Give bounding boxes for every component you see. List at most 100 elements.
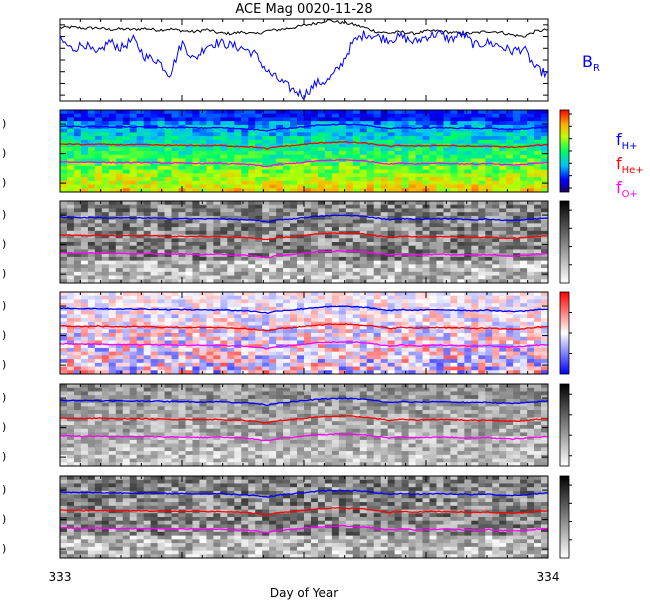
heatmap-cell (101, 169, 110, 174)
heatmap-cell (443, 264, 451, 269)
heatmap-cell (199, 223, 207, 228)
heatmap-cell (227, 132, 235, 137)
heatmap-cell (101, 177, 110, 182)
heatmap-cell (60, 230, 68, 236)
heatmap-cell (220, 253, 228, 258)
heatmap-cell (283, 230, 291, 236)
heatmap-cell (359, 124, 368, 130)
heatmap-cell (101, 359, 110, 364)
heatmap-cell (415, 227, 424, 232)
heatmap-cell (443, 256, 451, 262)
heatmap-cell (331, 245, 340, 250)
heatmap-cell (241, 143, 249, 148)
heatmap-cell (136, 366, 145, 371)
heatmap-cell (143, 253, 152, 258)
heatmap-cell (129, 271, 138, 277)
heatmap-cell (269, 333, 277, 338)
heatmap-cell (80, 340, 89, 345)
heatmap-cell (520, 227, 528, 232)
heatmap-cell (234, 355, 242, 360)
heatmap-cell (276, 279, 284, 284)
heatmap-cell (276, 238, 284, 243)
heatmap-cell (220, 219, 228, 224)
heatmap-cell (206, 249, 214, 254)
heatmap-cell (499, 117, 507, 122)
heatmap-cell (485, 245, 493, 250)
heatmap-cell (534, 139, 542, 145)
heatmap-cell (101, 351, 110, 356)
heatmap-cell (150, 314, 159, 319)
heatmap-cell (185, 177, 193, 182)
heatmap-cell (520, 113, 528, 118)
heatmap-cell (248, 151, 256, 156)
heatmap-cell (527, 306, 535, 312)
heatmap-cell (324, 245, 333, 250)
heatmap-cell (436, 333, 444, 338)
heatmap-cell (192, 184, 200, 189)
heatmap-cell (443, 344, 451, 349)
heatmap-cell (192, 295, 200, 300)
heatmap-cell (380, 223, 389, 228)
heatmap-cell (317, 121, 326, 126)
heatmap-cell (122, 201, 131, 206)
heatmap-cell (534, 314, 542, 319)
heatmap-cell (492, 124, 500, 130)
heatmap-cell (464, 136, 472, 141)
heatmap-cell (429, 151, 437, 156)
heatmap-cell (101, 147, 110, 152)
heatmap-cell (380, 136, 389, 141)
heatmap-cell (164, 329, 173, 334)
heatmap-cell (345, 279, 354, 284)
heatmap-cell (129, 279, 138, 284)
heatmap-cell (380, 219, 389, 224)
heatmap-cell (115, 384, 124, 389)
heatmap-cell (241, 370, 249, 375)
heatmap-cell (415, 173, 424, 178)
heatmap-cell (136, 208, 145, 213)
heatmap-cell (122, 204, 131, 209)
heatmap-cell (304, 336, 312, 341)
heatmap-cell (115, 299, 124, 304)
heatmap-cell (464, 306, 472, 312)
heatmap-cell (422, 362, 430, 368)
heatmap-cell (304, 275, 312, 280)
heatmap-cell (380, 177, 389, 182)
heatmap-cell (227, 230, 235, 236)
heatmap-cell (352, 201, 361, 206)
heatmap-cell (534, 321, 542, 327)
heatmap-cell (192, 136, 200, 141)
heatmap-cell (429, 314, 437, 319)
heatmap-cell (380, 154, 389, 159)
heatmap-cell (178, 147, 186, 152)
heatmap-cell (310, 238, 319, 243)
heatmap-cell (513, 234, 521, 239)
heatmap-cell (373, 184, 382, 189)
heatmap-cell (408, 208, 417, 213)
heatmap-cell (150, 299, 159, 304)
heatmap-cell (331, 384, 340, 389)
heatmap-cell (241, 110, 249, 115)
heatmap-cell (310, 227, 319, 232)
heatmap-cell (66, 117, 75, 122)
heatmap-cell (171, 169, 180, 174)
heatmap-cell (408, 344, 417, 349)
heatmap-cell (108, 165, 117, 171)
heatmap-cell (450, 162, 458, 167)
heatmap-cell (527, 219, 535, 224)
heatmap-cell (331, 303, 340, 308)
heatmap-cell (276, 208, 284, 213)
heatmap-cell (408, 242, 417, 247)
heatmap-cell (408, 230, 417, 236)
heatmap-cell (534, 249, 542, 254)
heatmap-cell (478, 314, 486, 319)
heatmap-cell (408, 359, 417, 364)
top-series-b-magnitude-line (59, 19, 549, 38)
heatmap-cell (366, 124, 375, 130)
heatmap-cell (359, 173, 368, 178)
heatmap-cell (73, 329, 82, 334)
heatmap-cell (185, 384, 193, 389)
heatmap-cell (324, 238, 333, 243)
heatmap-cell (234, 310, 242, 315)
heatmap-cell (471, 366, 479, 371)
heatmap-cell (380, 362, 389, 368)
